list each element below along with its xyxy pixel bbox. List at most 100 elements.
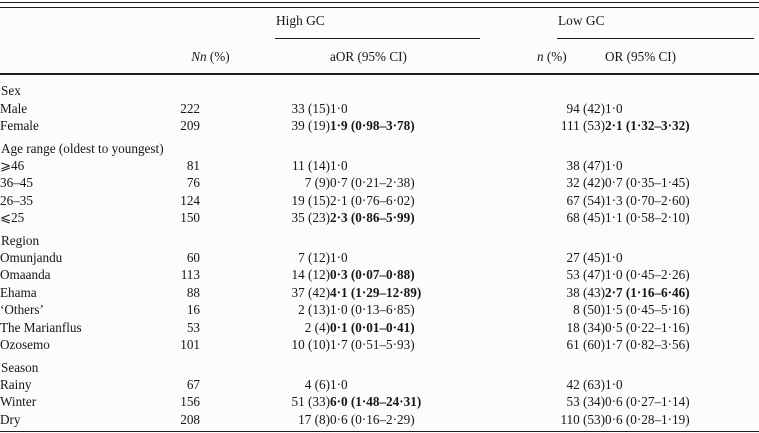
cell-n-low-gc: 8 (50) <box>573 302 605 318</box>
cell-or: 1·5 (0·45–5·16) <box>605 302 690 318</box>
cell-or: 0·6 (0·27–1·14) <box>605 394 690 410</box>
cell-aor: 1·0 <box>330 100 348 116</box>
cell-or: 1·7 (0·82–3·56) <box>605 337 690 353</box>
cell-N: 124 <box>180 192 200 208</box>
cell-n-high-gc: 10 (10) <box>291 337 330 353</box>
cell-aor: 0·6 (0·16–2·29) <box>330 411 415 427</box>
cell-or: 0·5 (0·22–1·16) <box>605 319 690 335</box>
table-row: ⩾46 81 11 (14) 1·0 38 (47) 1·0 <box>0 157 759 174</box>
row-label: Omaanda <box>0 267 51 283</box>
cell-n-low-gc: 53 (47) <box>566 267 605 283</box>
column-header-row: N n (%) aOR (95% CI) n (%) OR (95% CI) <box>0 39 759 73</box>
cell-or: 0·7 (0·35–1·45) <box>605 175 690 191</box>
cell-n-high-gc: 33 (15) <box>291 100 330 116</box>
cell-n-low-gc: 27 (45) <box>566 250 605 266</box>
cell-N: 150 <box>180 210 200 226</box>
cell-N: 209 <box>180 118 200 134</box>
cell-n-high-gc: 37 (42) <box>291 284 330 300</box>
cell-n-high-gc: 19 (15) <box>291 192 330 208</box>
table-top-rule <box>0 2 759 8</box>
row-label: Female <box>0 118 39 134</box>
cell-n-high-gc: 2 (4) <box>304 319 330 335</box>
spanner-row: High GC Low GC <box>0 8 759 39</box>
cell-n-high-gc: 39 (19) <box>291 118 330 134</box>
cell-aor: 1·7 (0·51–5·93) <box>330 337 415 353</box>
high-gc-label: High GC <box>276 12 325 28</box>
cell-n-low-gc: 111 (53) <box>560 118 605 134</box>
table-body: Sex Male 222 33 (15) 1·0 94 (42) 1·0 Female 209 3… <box>0 82 759 428</box>
table-row: ‘Others’ 16 2 (13) 1·0 (0·13–6·85) 8 (50) 1·5… <box>0 301 759 318</box>
col-header-N: N <box>191 49 200 64</box>
row-label: Omunjandu <box>0 250 63 266</box>
cell-N: 113 <box>180 267 200 283</box>
cell-aor: 1·0 <box>330 250 348 266</box>
table-body-table: Sex Male 222 33 (15) 1·0 94 (42) 1·0 Female 209 3… <box>0 82 759 428</box>
table-row: ⩽25 150 35 (23) 2·3 (0·86–5·99) 68 (45) 1·1 (… <box>0 209 759 226</box>
cell-n-low-gc: 68 (45) <box>566 210 605 226</box>
cell-N: 67 <box>186 376 200 392</box>
table-row: Omunjandu 60 7 (12) 1·0 27 (45) 1·0 <box>0 249 759 266</box>
high-gc-spanner-cell: High GC <box>200 8 537 39</box>
section-header-row: Region <box>0 227 759 249</box>
cell-n-high-gc: 51 (33) <box>291 394 330 410</box>
cell-N: 60 <box>186 250 200 266</box>
cell-N: 16 <box>186 302 200 318</box>
cell-n-high-gc: 2 (13) <box>298 302 330 318</box>
table-row: 36–45 76 7 (9) 0·7 (0·21–2·38) 32 (42) 0·7 (0… <box>0 174 759 191</box>
cell-N: 156 <box>180 394 200 410</box>
col-header-n-pct-high: n (%) <box>200 49 230 64</box>
cell-n-high-gc: 4 (6) <box>304 376 330 392</box>
row-label: 36–45 <box>0 175 33 191</box>
section-header-row: Season <box>0 354 759 376</box>
cell-n-low-gc: 38 (47) <box>566 158 605 174</box>
table-row: 26–35 124 19 (15) 2·1 (0·76–6·02) 67 (54) 1·3… <box>0 192 759 209</box>
cell-or: 1·0 <box>605 376 623 392</box>
cell-N: 222 <box>180 100 200 116</box>
cell-n-high-gc: 35 (23) <box>291 210 330 226</box>
section-header-row: Sex <box>0 82 759 99</box>
cell-or: 2·1 (1·32–3·32) <box>605 118 690 134</box>
cell-or: 1·0 <box>605 250 623 266</box>
cell-or: 1·3 (0·70–2·60) <box>605 192 690 208</box>
row-label: The Marianflus <box>0 319 82 335</box>
cell-aor: 1·0 (0·13–6·85) <box>330 302 415 318</box>
header-separator-rule <box>0 73 759 76</box>
cell-aor: 0·7 (0·21–2·38) <box>330 175 415 191</box>
cell-aor: 1·0 <box>330 376 348 392</box>
low-gc-spanner: Low GC <box>557 8 754 39</box>
cell-n-low-gc: 67 (54) <box>566 192 605 208</box>
row-label: Male <box>0 100 28 116</box>
cell-n-high-gc: 7 (9) <box>304 175 330 191</box>
row-label: Rainy <box>0 376 32 392</box>
row-label: Winter <box>0 394 37 410</box>
cell-aor: 0·1 (0·01–0·41) <box>330 319 415 335</box>
spanner-empty-cell <box>0 8 200 39</box>
cell-n-low-gc: 94 (42) <box>566 100 605 116</box>
section-header-row: Age range (oldest to youngest) <box>0 135 759 157</box>
cell-n-high-gc: 11 (14) <box>292 158 330 174</box>
table-row: The Marianflus 53 2 (4) 0·1 (0·01–0·41) 18 (… <box>0 319 759 336</box>
row-label: 26–35 <box>0 192 33 208</box>
section-label: Region <box>1 232 40 248</box>
cell-N: 76 <box>186 175 200 191</box>
low-gc-label: Low GC <box>558 12 605 28</box>
row-label: Ozosemo <box>0 337 50 353</box>
cell-n-low-gc: 110 (53) <box>560 411 605 427</box>
cell-n-high-gc: 17 (8) <box>298 411 330 427</box>
cell-aor: 1·0 <box>330 158 348 174</box>
cell-N: 101 <box>180 337 200 353</box>
cell-aor: 2·1 (0·76–6·02) <box>330 192 415 208</box>
cell-N: 88 <box>186 284 200 300</box>
table-row: Female 209 39 (19) 1·9 (0·98–3·78) 111 (53) 2… <box>0 117 759 134</box>
cell-aor: 4·1 (1·29–12·89) <box>330 284 422 300</box>
col-header-or: OR (95% CI) <box>605 49 677 64</box>
col-header-n-pct-low: n (%) <box>537 49 567 64</box>
cell-n-low-gc: 32 (42) <box>566 175 605 191</box>
table-header: High GC Low GC N n (%) <box>0 8 759 74</box>
cell-n-high-gc: 14 (12) <box>291 267 330 283</box>
table-row: Ehama 88 37 (42) 4·1 (1·29–12·89) 38 (43) 2·7… <box>0 284 759 301</box>
cell-or: 1·0 <box>605 158 623 174</box>
col-header-aor: aOR (95% CI) <box>330 49 407 64</box>
cell-aor: 1·9 (0·98–3·78) <box>330 118 415 134</box>
cell-or: 1·1 (0·58–2·10) <box>605 210 690 226</box>
